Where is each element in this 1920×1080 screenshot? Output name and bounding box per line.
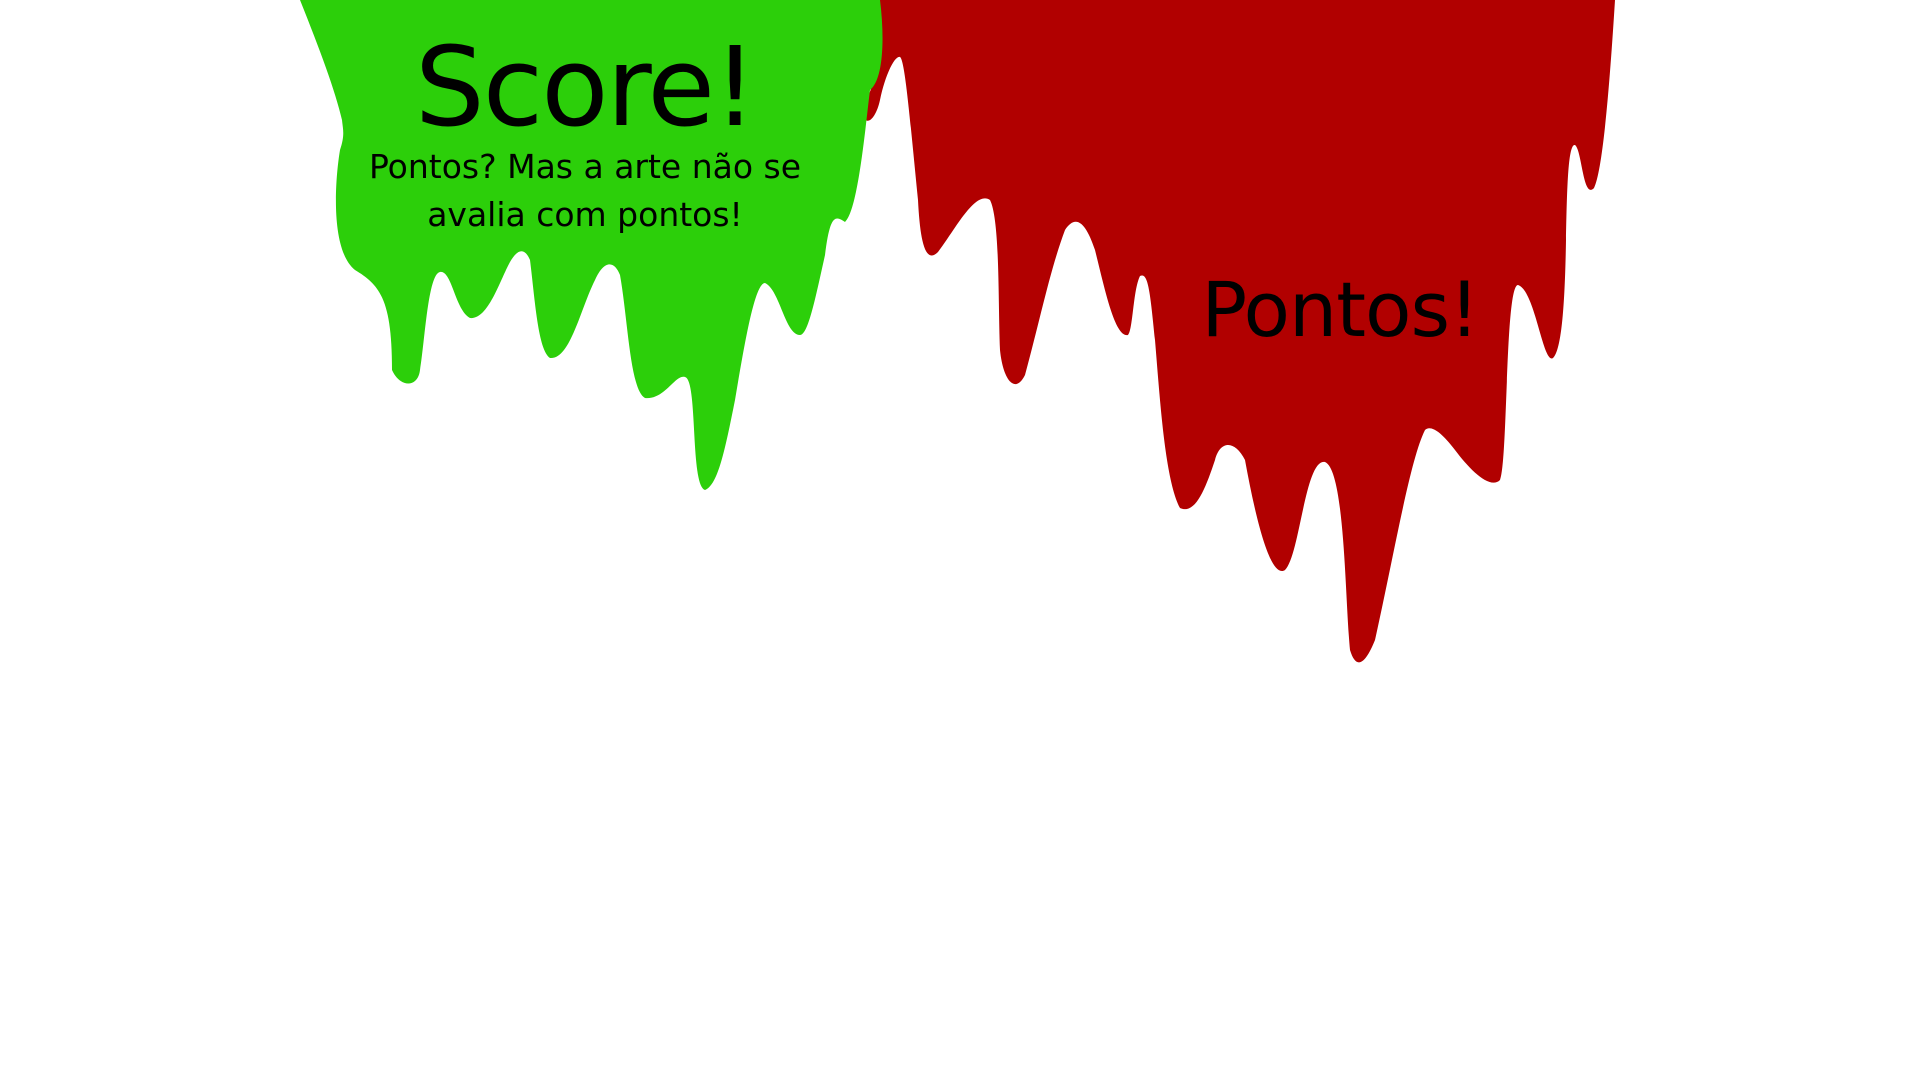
pontos-label: Pontos! (1201, 265, 1479, 354)
score-title: Score! (414, 23, 757, 151)
green-paint-drip (300, 0, 883, 490)
red-paint-drip (862, 0, 1615, 663)
score-subtitle: Pontos? Mas a arte não se avalia com pon… (368, 147, 802, 234)
